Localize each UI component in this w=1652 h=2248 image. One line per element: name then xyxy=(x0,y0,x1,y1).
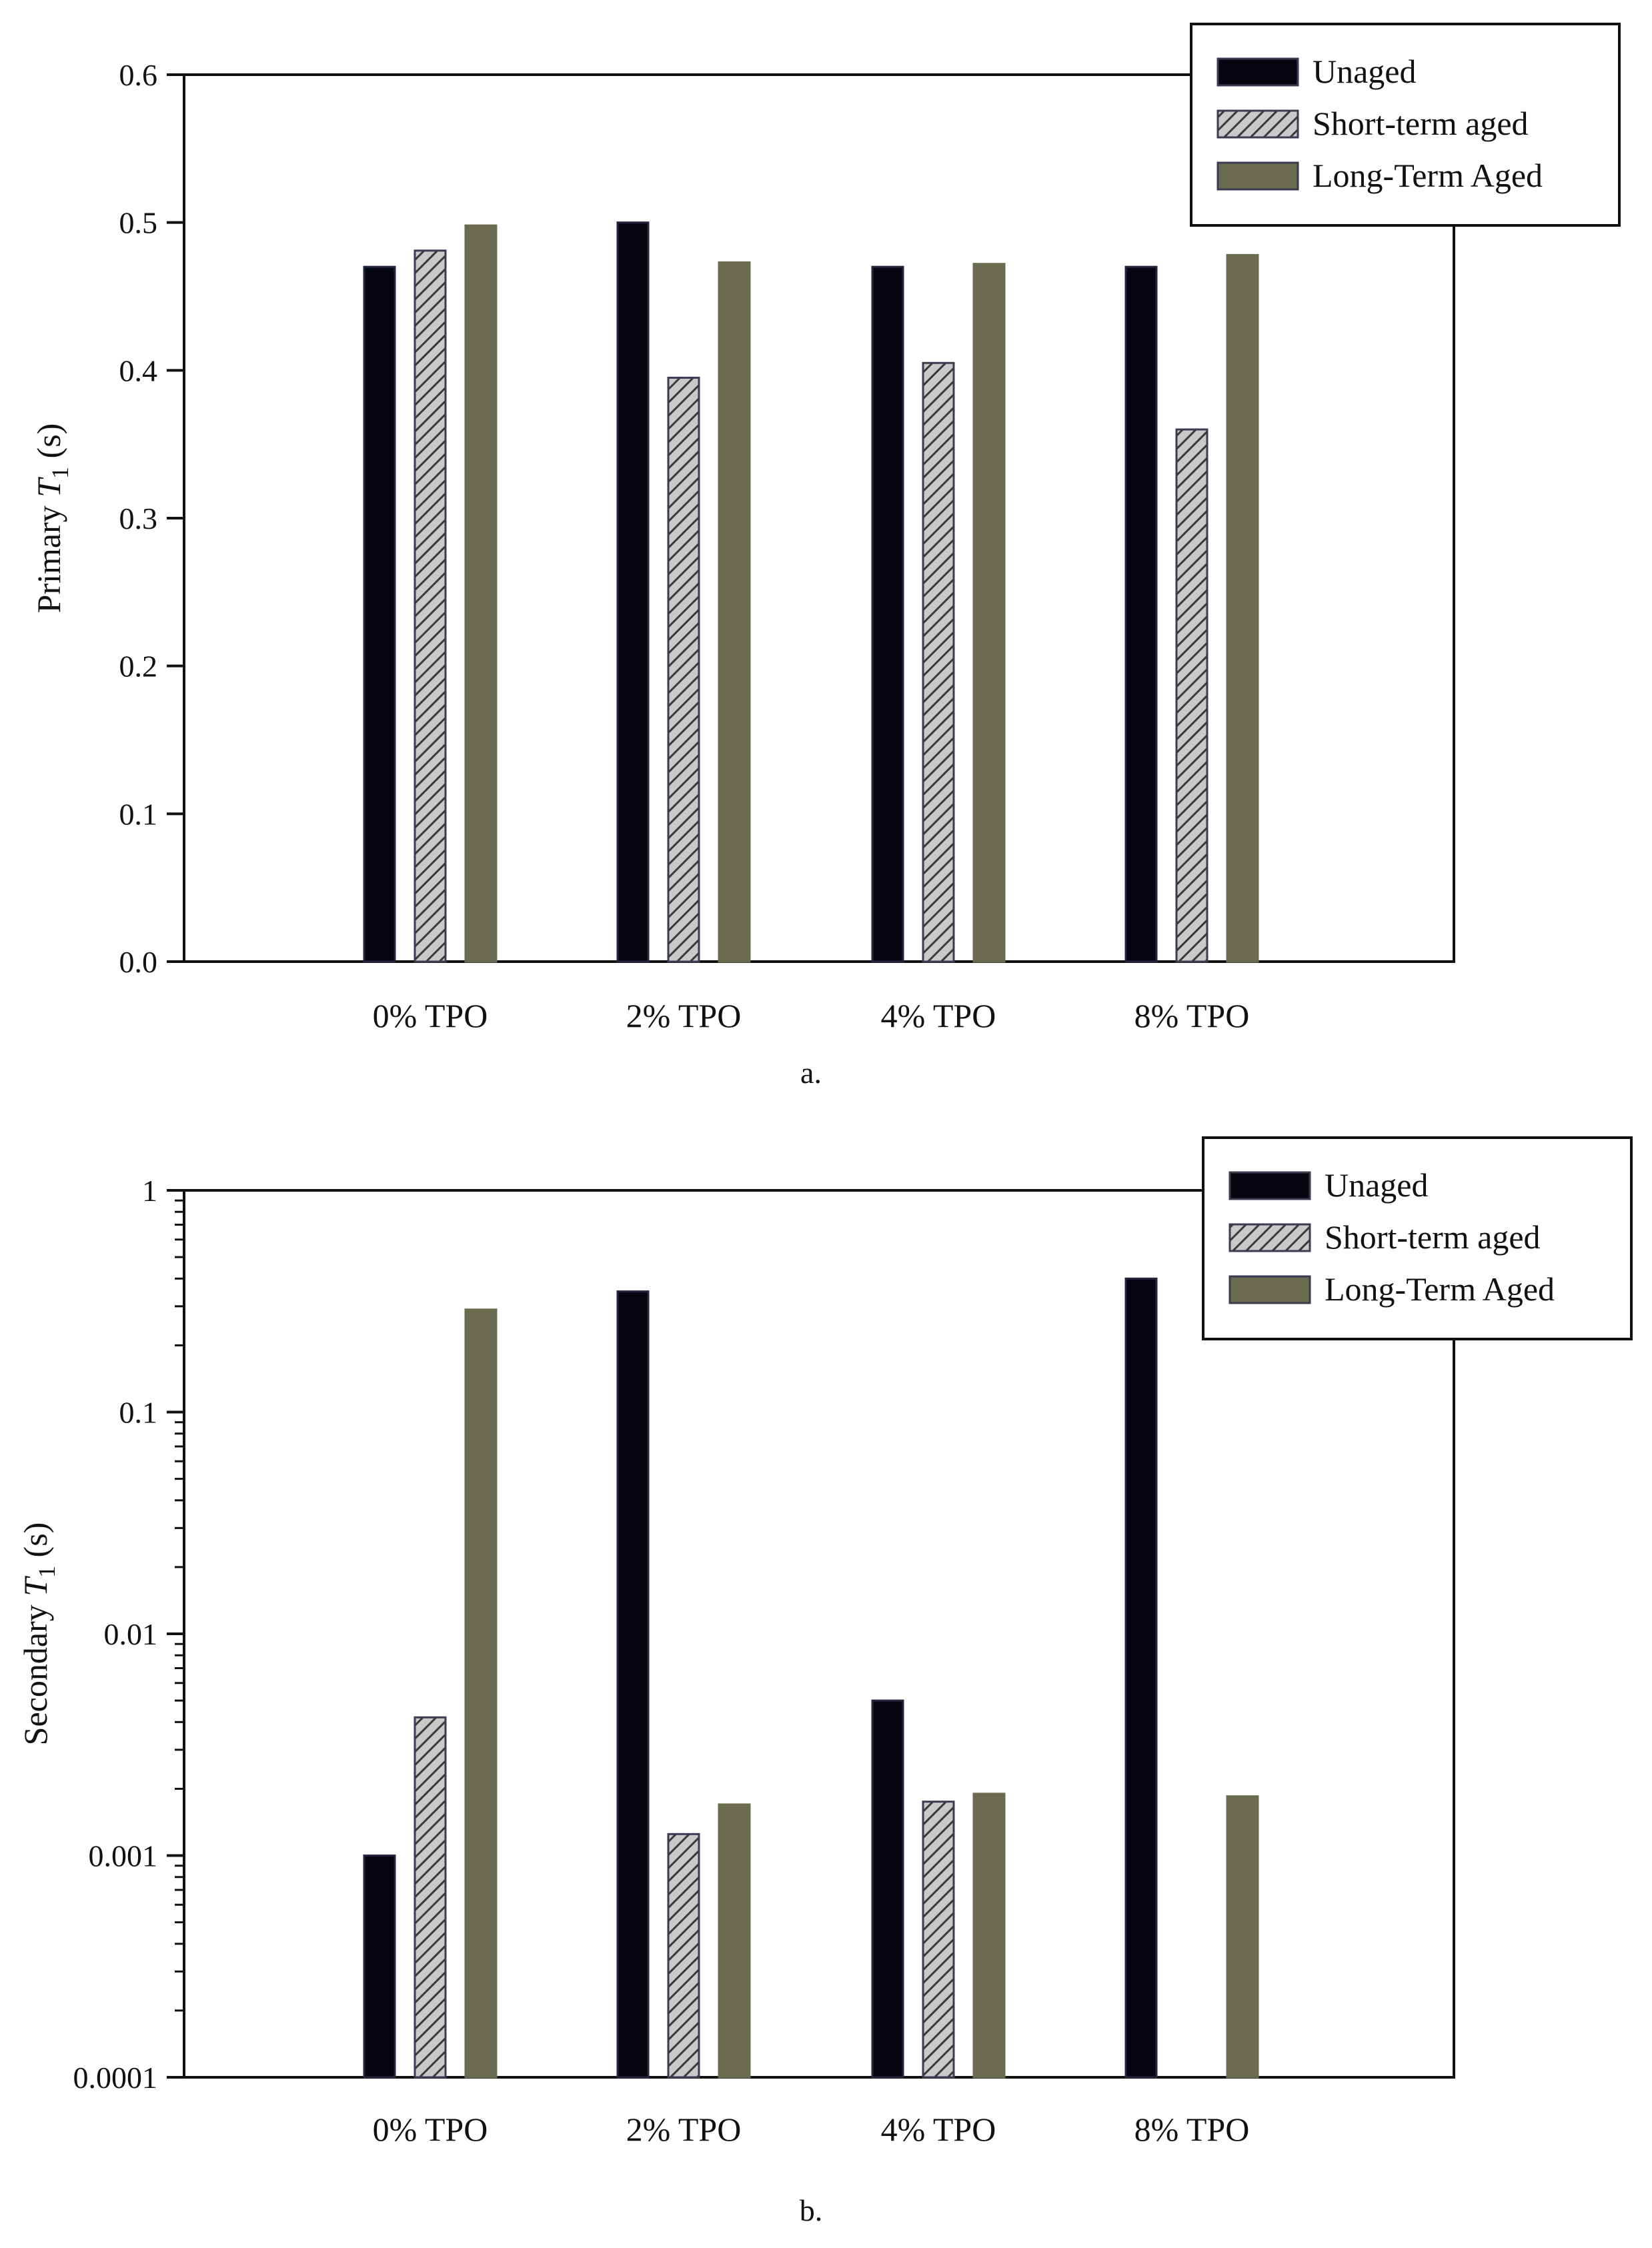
legend-swatch xyxy=(1228,1171,1311,1200)
bar-short-term-aged xyxy=(667,1833,700,2079)
bar-unaged xyxy=(616,221,650,963)
legend-swatch xyxy=(1216,161,1299,191)
chart-panel-b: 0.0001 0.001 0.01 0.1 1 0% TPO 2% TPO 4% TPO 8%… xyxy=(17,1136,1633,2227)
legend-swatch xyxy=(1228,1223,1311,1252)
bar-short-term-aged xyxy=(1175,428,1208,963)
x-category-label: 2% TPO xyxy=(626,2111,742,2148)
x-category-label: 0% TPO xyxy=(373,997,488,1034)
bar-long-term-aged xyxy=(972,263,1006,963)
y-tick-label: 0.2 xyxy=(119,650,158,684)
y-axis-label: Primary T1 (s) xyxy=(30,423,73,614)
bar-short-term-aged xyxy=(414,1716,447,2079)
x-axis-labels: 0% TPO 2% TPO 4% TPO 8% TPO xyxy=(373,2111,1250,2148)
x-category-label: 0% TPO xyxy=(373,2111,488,2148)
bar-unaged xyxy=(871,1699,904,2079)
y-tick-label: 0.5 xyxy=(119,206,158,240)
bar-long-term-aged xyxy=(718,261,751,963)
x-axis-labels: 0% TPO 2% TPO 4% TPO 8% TPO xyxy=(373,997,1250,1034)
x-category-label: 8% TPO xyxy=(1134,997,1250,1034)
y-tick-label: 0.1 xyxy=(119,1396,158,1430)
legend-swatch xyxy=(1216,109,1299,139)
x-category-label: 2% TPO xyxy=(626,997,742,1034)
bar-unaged xyxy=(363,1855,396,2079)
bar-long-term-aged xyxy=(718,1803,751,2079)
panel-caption: b. xyxy=(800,2193,823,2227)
y-axis-label: Secondary T1 (s) xyxy=(17,1522,60,1746)
y-tick-label: 0.1 xyxy=(119,797,158,831)
legend-label: Unaged xyxy=(1325,1166,1429,1204)
bar-long-term-aged xyxy=(464,224,498,963)
bar-short-term-aged xyxy=(922,1801,955,2079)
chart-panel-a: 0.0 0.1 0.2 0.3 0.4 0.5 0.6 0% TPO 2% TPO 4% TPO… xyxy=(30,23,1621,1090)
y-tick-label: 0.01 xyxy=(104,1617,158,1651)
bar-long-term-aged xyxy=(1226,1795,1259,2079)
legend-label: Short-term aged xyxy=(1313,105,1529,142)
bar-unaged xyxy=(1124,1277,1158,2079)
legend: Unaged Short-term aged Long-Term Aged xyxy=(1202,1136,1633,1340)
y-tick-label: 0.3 xyxy=(119,501,158,535)
y-axis-ticks: 0.0001 0.001 0.01 0.1 1 xyxy=(73,1174,184,2095)
y-tick-label: 1 xyxy=(142,1174,157,1208)
y-tick-label: 0.4 xyxy=(119,353,158,387)
bar-unaged xyxy=(871,265,904,963)
bar-short-term-aged xyxy=(922,361,955,963)
x-category-label: 8% TPO xyxy=(1134,2111,1250,2148)
y-tick-label: 0.0001 xyxy=(73,2061,158,2095)
legend-swatch xyxy=(1228,1275,1311,1304)
y-tick-label: 0.6 xyxy=(119,58,158,92)
bars xyxy=(363,1277,1259,2079)
y-tick-label: 0.001 xyxy=(89,1839,158,1873)
bar-unaged xyxy=(363,265,396,963)
legend-label: Unaged xyxy=(1313,53,1417,90)
bar-unaged xyxy=(1124,265,1158,963)
legend-label: Long-Term Aged xyxy=(1325,1270,1555,1308)
x-category-label: 4% TPO xyxy=(881,997,996,1034)
panel-caption: a. xyxy=(800,1056,822,1090)
y-axis-ticks: 0.0 0.1 0.2 0.3 0.4 0.5 0.6 xyxy=(119,58,184,979)
x-category-label: 4% TPO xyxy=(881,2111,996,2148)
bar-unaged xyxy=(616,1290,650,2079)
bar-short-term-aged xyxy=(414,249,447,963)
legend-label: Long-Term Aged xyxy=(1313,157,1543,194)
legend: Unaged Short-term aged Long-Term Aged xyxy=(1190,23,1621,227)
legend-swatch xyxy=(1216,57,1299,87)
y-tick-label: 0.0 xyxy=(119,945,158,979)
bar-long-term-aged xyxy=(972,1793,1006,2079)
legend-label: Short-term aged xyxy=(1325,1218,1541,1256)
bar-short-term-aged xyxy=(667,376,700,963)
bar-long-term-aged xyxy=(464,1308,498,2079)
bar-long-term-aged xyxy=(1226,253,1259,963)
bars xyxy=(363,221,1259,963)
